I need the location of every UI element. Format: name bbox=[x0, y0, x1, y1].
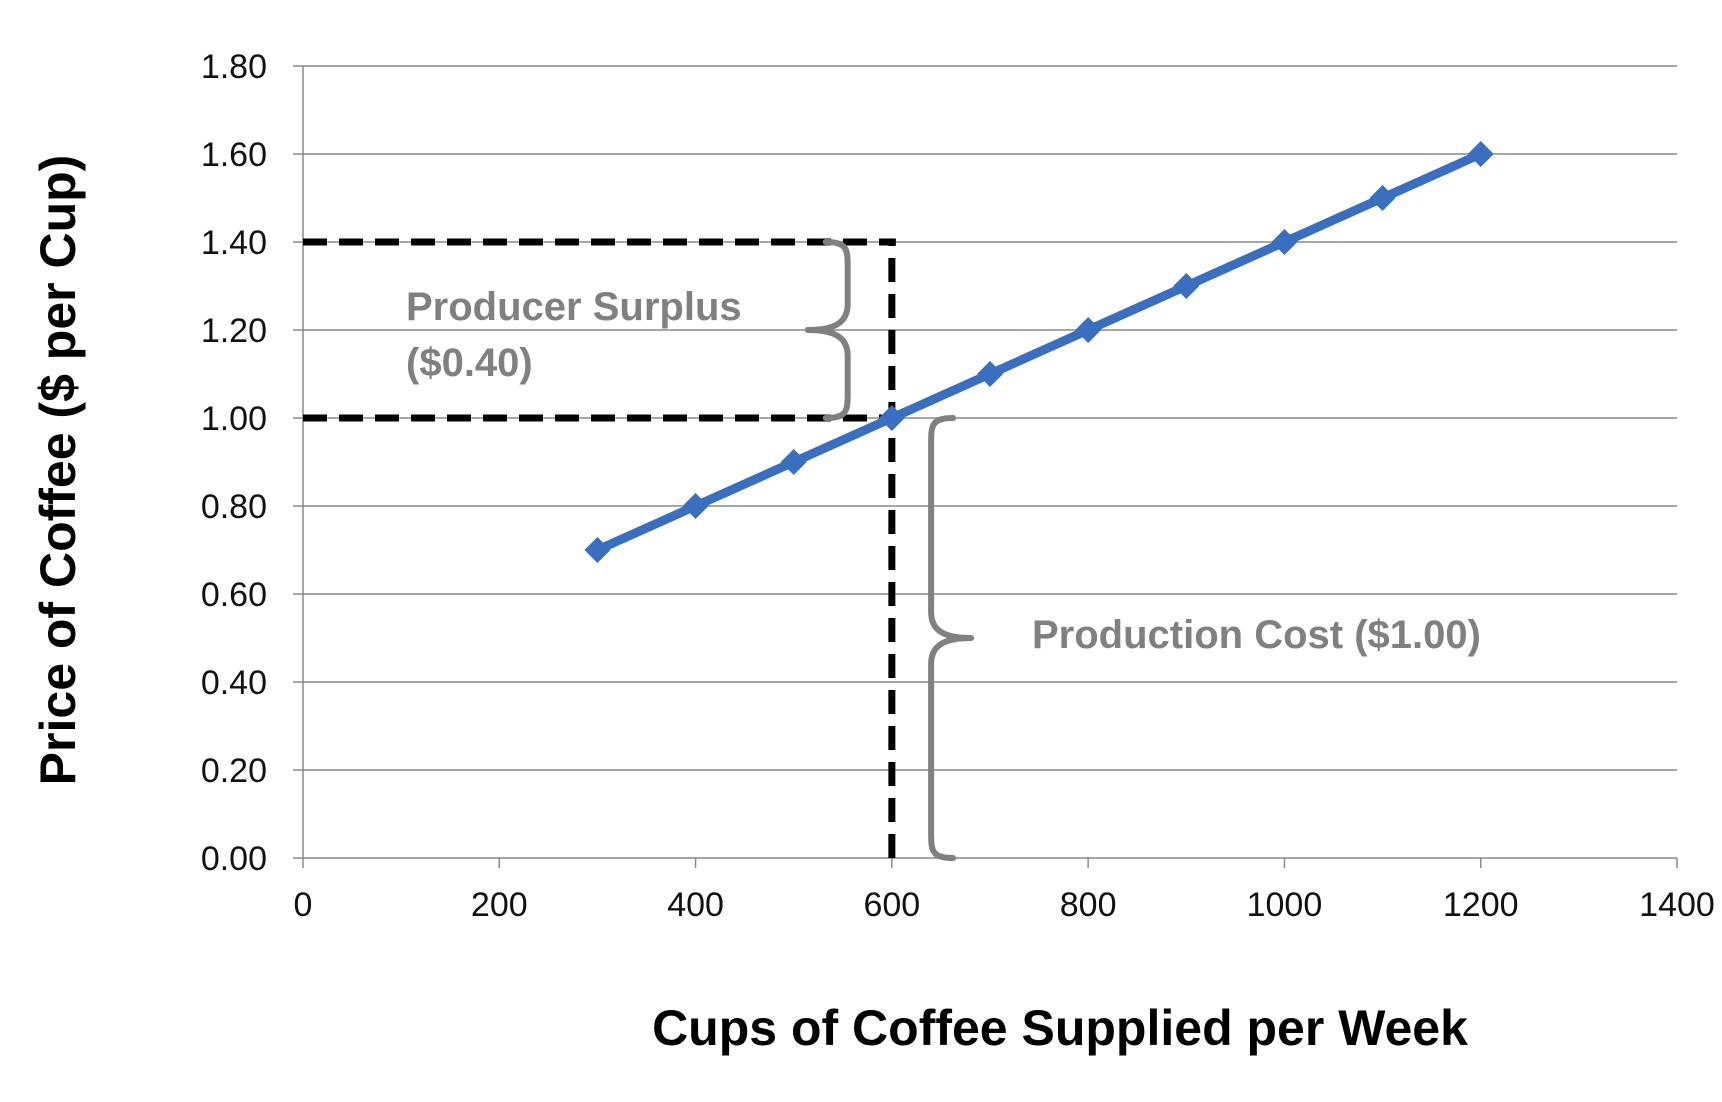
data-point-marker bbox=[1173, 273, 1200, 299]
data-point-marker bbox=[584, 537, 611, 563]
x-tick-labels: 0 200 400 600 800 1000 1200 1400 bbox=[294, 886, 1715, 924]
y-tick-label: 1.40 bbox=[201, 224, 267, 262]
data-point-marker bbox=[1369, 185, 1396, 211]
x-tick-label: 400 bbox=[667, 886, 724, 924]
data-point-marker bbox=[780, 449, 807, 475]
x-tick-label: 800 bbox=[1060, 886, 1117, 924]
x-tick-label: 0 bbox=[294, 886, 313, 924]
x-tick-label: 1400 bbox=[1639, 886, 1715, 924]
annotation-brace bbox=[928, 415, 975, 861]
axes bbox=[293, 65, 1678, 868]
series-supply-curve bbox=[584, 141, 1494, 563]
gridlines bbox=[303, 65, 1677, 771]
y-tick-label: 0.40 bbox=[201, 664, 267, 702]
annotation-producer-surplus: Producer Surplus bbox=[406, 285, 742, 329]
data-point-marker bbox=[977, 361, 1003, 387]
y-tick-label: 0.80 bbox=[201, 488, 267, 526]
data-point-marker bbox=[1075, 317, 1102, 343]
annotation-brace bbox=[804, 239, 851, 421]
annotation-brackets bbox=[804, 239, 975, 861]
x-tick-label: 1200 bbox=[1443, 886, 1519, 924]
y-tick-label: 0.60 bbox=[201, 576, 267, 614]
annotation-production-cost: Production Cost ($1.00) bbox=[1032, 613, 1481, 657]
x-tick-label: 200 bbox=[471, 886, 528, 924]
x-axis-title: Cups of Coffee Supplied per Week bbox=[652, 1000, 1468, 1056]
data-point-marker bbox=[682, 493, 709, 519]
data-point-marker bbox=[878, 405, 905, 431]
y-tick-label: 0.20 bbox=[201, 752, 267, 790]
data-point-marker bbox=[1467, 141, 1494, 167]
y-tick-label: 1.60 bbox=[201, 136, 267, 174]
y-tick-label: 0.00 bbox=[201, 840, 267, 878]
y-tick-label: 1.00 bbox=[201, 400, 267, 438]
y-tick-label: 1.80 bbox=[201, 48, 267, 86]
data-point-marker bbox=[1271, 229, 1298, 255]
annotation-producer-surplus-value: ($0.40) bbox=[406, 341, 533, 385]
series-line bbox=[592, 149, 1486, 555]
reference-lines bbox=[303, 238, 896, 858]
x-tick-label: 1000 bbox=[1247, 886, 1323, 924]
y-tick-labels: 0.00 0.20 0.40 0.60 0.80 1.00 1.20 1.40 1.60 1.80 bbox=[201, 48, 267, 878]
x-tick-label: 600 bbox=[863, 886, 920, 924]
y-tick-label: 1.20 bbox=[201, 312, 267, 350]
y-axis-title: Price of Coffee ($ per Cup) bbox=[30, 155, 86, 786]
